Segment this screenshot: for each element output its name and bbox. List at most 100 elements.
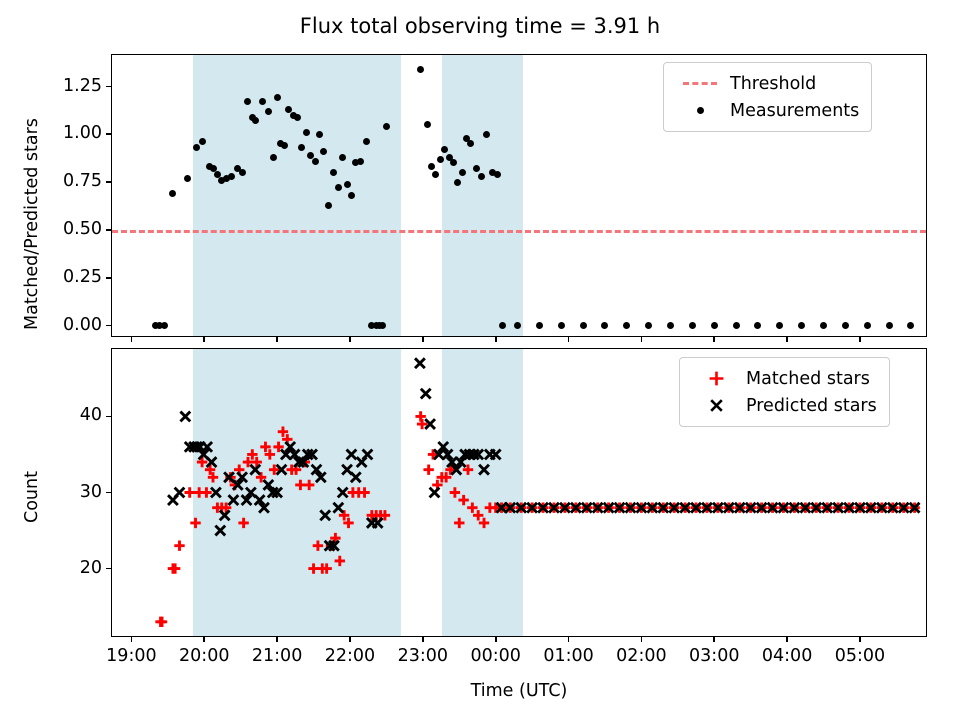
legend-item[interactable]: Predicted stars (690, 392, 877, 419)
predicted-star-marker (701, 501, 713, 514)
measurement-point (432, 170, 440, 178)
matched-star-marker (473, 510, 484, 521)
measurement-point (488, 169, 496, 177)
matched-star-marker (338, 510, 350, 521)
matched-star-marker (440, 472, 452, 483)
y-tick-label: 40 (79, 405, 102, 426)
top-panel-frame (111, 54, 927, 337)
bottom-panel-y-axis-label: Count (22, 471, 42, 523)
matched-star-marker (312, 540, 324, 551)
tick-mark (859, 337, 861, 342)
measurement-point (368, 322, 376, 330)
legend-item[interactable]: Threshold (674, 70, 859, 97)
matched-star-marker (242, 456, 254, 468)
measurement-point (169, 190, 177, 198)
matched-star-marker (264, 449, 276, 460)
predicted-star-marker (223, 471, 235, 484)
x-tick-label: 22:00 (324, 646, 376, 666)
matched-star-marker (260, 441, 271, 453)
predicted-star-marker (371, 516, 384, 529)
predicted-star-marker (301, 448, 314, 461)
matched-star-marker (277, 426, 289, 437)
matched-star-marker (423, 464, 434, 475)
predicted-star-marker (624, 501, 637, 514)
matched-star-marker (458, 494, 469, 506)
measurement-point (193, 144, 201, 152)
measurement-point (436, 155, 444, 163)
predicted-star-marker (733, 501, 746, 514)
predicted-star-marker (253, 494, 266, 507)
shaded-observing-window (192, 55, 401, 336)
plus-marker-icon (690, 370, 742, 387)
predicted-star-marker (271, 486, 284, 499)
x-tick-label: 19:00 (106, 646, 157, 666)
predicted-star-marker (548, 501, 560, 514)
tick-mark (494, 637, 497, 642)
predicted-star-marker (591, 501, 604, 514)
tick-mark (859, 637, 861, 642)
matched-star-marker (201, 487, 212, 498)
measurement-point (885, 322, 893, 330)
measurement-point (710, 322, 718, 330)
legend-item[interactable]: Measurements (674, 97, 859, 124)
predicted-star-marker (441, 448, 454, 461)
measurement-point (483, 130, 491, 138)
measurement-point (907, 322, 915, 330)
measurement-point (798, 322, 806, 330)
predicted-star-marker (231, 478, 244, 491)
measurement-point (841, 322, 849, 330)
legend-item[interactable]: Matched stars (690, 365, 877, 392)
measurement-point (514, 322, 522, 330)
predicted-star-marker (249, 463, 262, 476)
tick-mark (106, 324, 111, 327)
measurement-point (302, 128, 310, 136)
measurement-point (467, 140, 475, 148)
tick-mark (203, 337, 206, 342)
measurement-point (334, 184, 342, 192)
predicted-star-marker (323, 539, 336, 552)
bottom-panel-frame (111, 348, 927, 637)
y-tick-label: 0.25 (63, 266, 102, 287)
measurement-point (269, 153, 277, 161)
y-tick-label: 0.75 (63, 171, 102, 192)
predicted-star-marker (558, 501, 571, 514)
measurement-point (311, 157, 319, 165)
matched-star-marker (251, 456, 262, 468)
measurement-point (160, 322, 168, 330)
measurement-point (155, 322, 163, 330)
predicted-star-marker (744, 501, 757, 514)
tick-mark (567, 337, 570, 342)
tick-mark (640, 637, 643, 642)
matched-star-marker (174, 540, 185, 551)
legend-label: Predicted stars (746, 395, 877, 416)
predicted-star-marker (646, 501, 659, 514)
measurement-point (330, 169, 338, 177)
matched-star-marker (427, 449, 439, 460)
measurement-point (473, 165, 481, 173)
measurement-point (259, 98, 267, 106)
measurement-point (379, 322, 387, 330)
predicted-star-marker (526, 501, 539, 514)
bottom-panel-plot-area (112, 349, 926, 636)
predicted-star-marker (214, 524, 227, 537)
measurement-point (449, 159, 457, 167)
matched-star-marker (303, 479, 315, 491)
x-tick-label: 04:00 (761, 646, 813, 666)
predicted-star-marker (843, 501, 855, 514)
measurement-point (423, 121, 431, 129)
measurement-dot-icon (674, 107, 726, 114)
matched-star-marker (321, 563, 332, 574)
predicted-star-marker (205, 456, 218, 469)
predicted-star-marker (472, 448, 485, 461)
matched-star-marker (334, 555, 345, 567)
predicted-star-marker (361, 448, 374, 461)
predicted-star-marker (515, 501, 528, 514)
legend-label: Matched stars (746, 368, 870, 389)
measurement-point (477, 172, 485, 180)
measurement-point (264, 107, 272, 115)
measurement-point (375, 322, 383, 330)
predicted-star-marker (201, 440, 214, 453)
measurement-point (320, 148, 328, 156)
measurement-point (298, 144, 306, 152)
matched-star-marker (330, 532, 341, 544)
